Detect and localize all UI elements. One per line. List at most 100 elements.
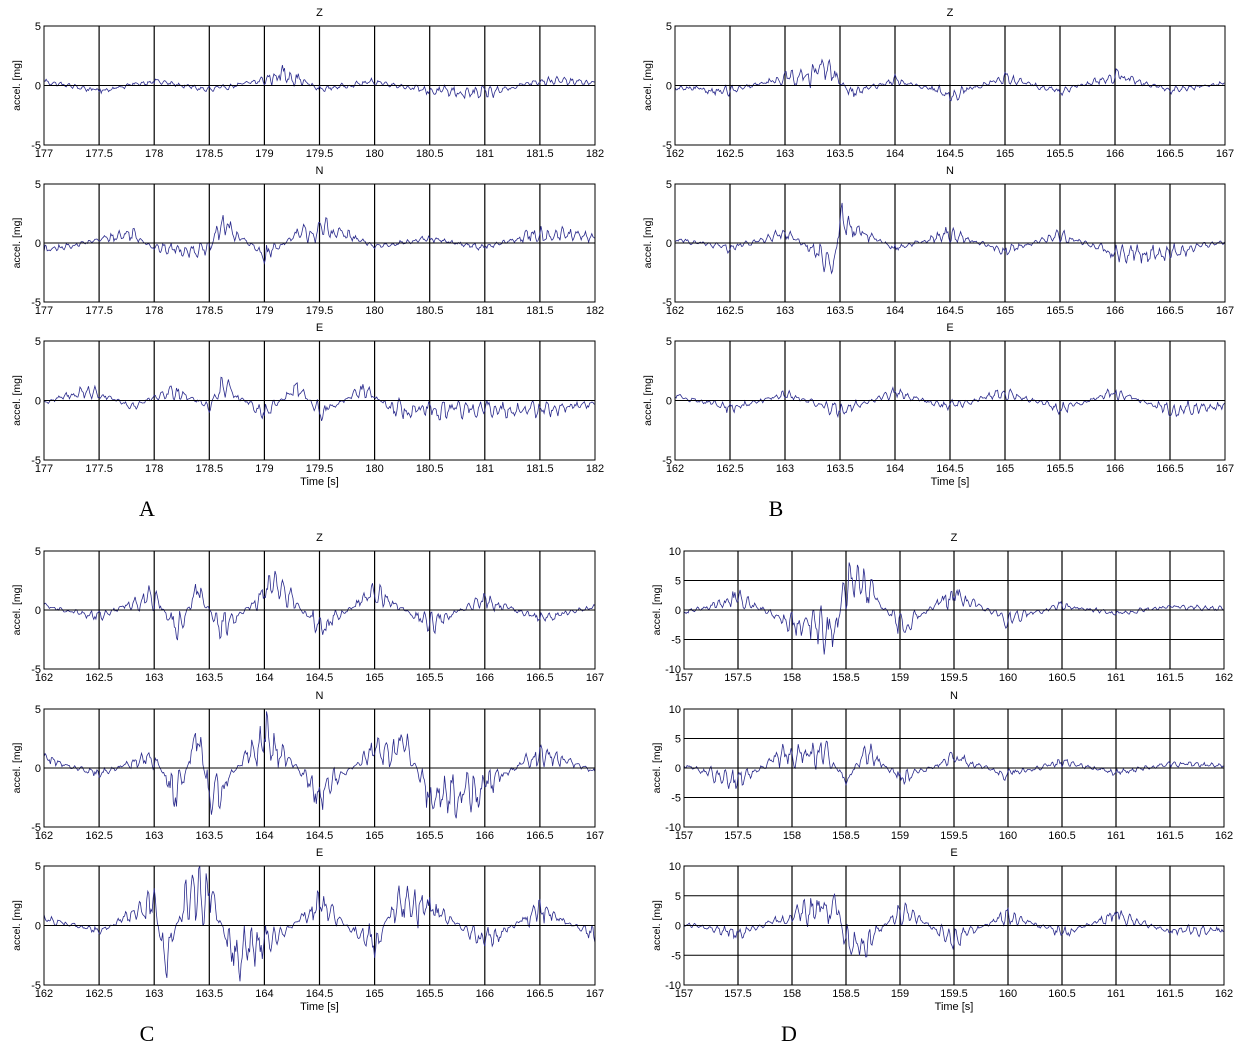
x-tick-label: 166 bbox=[1106, 463, 1124, 475]
x-tick-label: 165.5 bbox=[1046, 148, 1074, 160]
x-tick-label: 164 bbox=[886, 148, 904, 160]
x-tick-label: 160 bbox=[999, 988, 1017, 1000]
y-axis-label: accel. [mg] bbox=[11, 60, 23, 111]
x-tick-label: 181 bbox=[476, 463, 494, 475]
x-tick-label: 163 bbox=[776, 148, 794, 160]
x-tick-label: 159.5 bbox=[940, 830, 968, 842]
x-tick-label: 163.5 bbox=[196, 672, 224, 684]
y-tick-label: -5 bbox=[662, 297, 672, 309]
x-tick-label: 162.5 bbox=[716, 463, 744, 475]
x-tick-label: 166.5 bbox=[1156, 305, 1184, 317]
x-tick-label: 165.5 bbox=[416, 830, 444, 842]
x-tick-label: 166 bbox=[1106, 148, 1124, 160]
x-tick-label: 157.5 bbox=[724, 830, 752, 842]
x-tick-label: 162 bbox=[666, 148, 684, 160]
chart-b-z: 162 162.5 163 163.5 164 164.5 165 165.5 166 166.5… bbox=[642, 7, 1234, 160]
chart-a-n: 177 177.5 178 178.5 179 179.5 180 180.5 181 181.5… bbox=[11, 165, 604, 317]
x-tick-label: 162 bbox=[666, 463, 684, 475]
y-tick-label: 5 bbox=[35, 861, 41, 873]
x-tick-label: 164 bbox=[255, 672, 273, 684]
y-tick-label: 5 bbox=[666, 179, 672, 191]
x-tick-label: 182 bbox=[586, 148, 604, 160]
x-tick-label: 166 bbox=[476, 830, 494, 842]
plot-frame bbox=[43, 340, 596, 461]
x-tick-label: 179 bbox=[255, 463, 273, 475]
panel-label-b: B bbox=[769, 496, 784, 521]
y-tick-label: 0 bbox=[35, 81, 41, 93]
acceleration-trace bbox=[43, 865, 596, 982]
acceleration-trace bbox=[674, 386, 1226, 419]
component-title: Z bbox=[947, 7, 954, 19]
panel-label-d: D bbox=[781, 1021, 797, 1046]
y-tick-label: 5 bbox=[35, 704, 41, 716]
y-axis-label: accel. [mg] bbox=[11, 900, 23, 951]
x-tick-label: 164.5 bbox=[936, 148, 964, 160]
x-tick-label: 181 bbox=[476, 305, 494, 317]
chart-c-e: 162 162.5 163 163.5 164 164.5 165 165.5 166 166.5… bbox=[11, 847, 604, 1013]
y-axis-label: accel. [mg] bbox=[11, 375, 23, 426]
x-tick-label: 166.5 bbox=[526, 672, 554, 684]
y-tick-label: 5 bbox=[675, 734, 681, 746]
x-tick-label: 179.5 bbox=[306, 148, 334, 160]
acceleration-trace bbox=[683, 562, 1225, 655]
x-tick-label: 157.5 bbox=[724, 988, 752, 1000]
chart-a-z: 177 177.5 178 178.5 179 179.5 180 180.5 181 181.5… bbox=[11, 7, 604, 160]
x-tick-label: 167 bbox=[1216, 305, 1234, 317]
y-tick-label: -5 bbox=[662, 455, 672, 467]
acceleration-trace bbox=[43, 215, 596, 265]
y-tick-label: 0 bbox=[35, 763, 41, 775]
component-title: E bbox=[316, 847, 323, 859]
acceleration-trace bbox=[43, 376, 596, 422]
x-tick-label: 163.5 bbox=[826, 305, 854, 317]
x-tick-label: 160.5 bbox=[1048, 988, 1076, 1000]
x-tick-label: 177.5 bbox=[85, 463, 113, 475]
x-tick-label: 163.5 bbox=[196, 988, 224, 1000]
plot-frame bbox=[43, 708, 596, 828]
component-title: N bbox=[316, 690, 324, 702]
x-tick-label: 181.5 bbox=[526, 148, 554, 160]
plot-frame bbox=[683, 708, 1225, 828]
y-tick-label: -5 bbox=[671, 793, 681, 805]
acceleration-trace bbox=[674, 58, 1226, 102]
x-axis-label: Time [s] bbox=[931, 476, 970, 488]
x-tick-label: 164 bbox=[886, 463, 904, 475]
y-tick-label: -5 bbox=[671, 950, 681, 962]
panel-label-a: A bbox=[139, 496, 155, 521]
x-tick-label: 162.5 bbox=[85, 830, 113, 842]
x-tick-label: 166.5 bbox=[1156, 463, 1184, 475]
y-tick-label: 5 bbox=[675, 891, 681, 903]
x-tick-label: 164 bbox=[255, 988, 273, 1000]
x-tick-label: 162 bbox=[666, 305, 684, 317]
y-tick-label: 5 bbox=[675, 576, 681, 588]
component-title: Z bbox=[951, 532, 958, 544]
y-axis-label: accel. [mg] bbox=[651, 585, 663, 636]
x-tick-label: 163 bbox=[145, 988, 163, 1000]
x-axis-label: Time [s] bbox=[300, 476, 339, 488]
x-tick-label: 162 bbox=[35, 988, 53, 1000]
x-axis-label: Time [s] bbox=[300, 1001, 339, 1013]
x-tick-label: 177 bbox=[35, 305, 53, 317]
x-tick-label: 163 bbox=[776, 463, 794, 475]
x-tick-label: 179 bbox=[255, 148, 273, 160]
y-tick-label: -10 bbox=[665, 980, 681, 992]
x-tick-label: 166 bbox=[1106, 305, 1124, 317]
y-tick-label: 5 bbox=[666, 336, 672, 348]
x-tick-label: 180.5 bbox=[416, 305, 444, 317]
x-tick-label: 162.5 bbox=[716, 148, 744, 160]
y-tick-label: 5 bbox=[35, 546, 41, 558]
component-title: E bbox=[316, 322, 323, 334]
x-tick-label: 167 bbox=[1216, 463, 1234, 475]
x-tick-label: 161 bbox=[1107, 672, 1125, 684]
x-tick-label: 178 bbox=[145, 148, 163, 160]
x-tick-label: 163.5 bbox=[826, 463, 854, 475]
y-tick-label: -5 bbox=[31, 980, 41, 992]
y-tick-label: -5 bbox=[662, 140, 672, 152]
y-tick-label: 5 bbox=[35, 336, 41, 348]
x-tick-label: 177.5 bbox=[85, 148, 113, 160]
x-tick-label: 166.5 bbox=[526, 830, 554, 842]
y-tick-label: 0 bbox=[35, 921, 41, 933]
x-tick-label: 165.5 bbox=[416, 672, 444, 684]
x-tick-label: 165 bbox=[996, 148, 1014, 160]
x-tick-label: 177.5 bbox=[85, 305, 113, 317]
